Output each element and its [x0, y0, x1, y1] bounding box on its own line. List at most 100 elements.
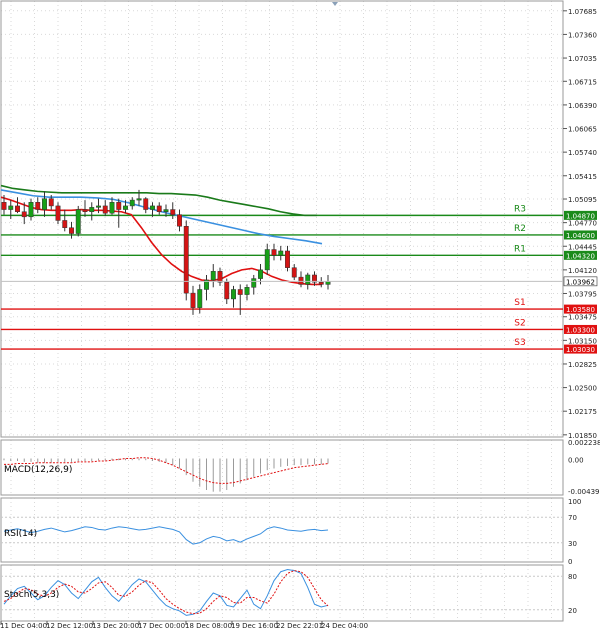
rsi-tick-1: 70 — [568, 514, 577, 522]
price-tick-label-1: 1.07360 — [568, 31, 597, 39]
candle-body-4 — [28, 202, 34, 218]
pane-frame-2 — [0, 497, 564, 563]
candle-body-40 — [271, 249, 277, 256]
level-tag-r3: 1.04870 — [566, 212, 595, 220]
candle-body-27 — [183, 226, 189, 294]
macd-label: MACD(12,26,9) — [4, 465, 72, 475]
pane-frames — [0, 0, 564, 622]
price-tick-label-0: 1.07685 — [568, 8, 597, 16]
rsi-label: RSI(14) — [4, 529, 37, 539]
candle-body-23 — [156, 205, 162, 212]
time-label-3: 17 Dec 00:00 — [138, 622, 185, 630]
candle-body-17 — [116, 202, 122, 210]
candle-body-19 — [129, 199, 135, 207]
price-tick-label-9: 1.04770 — [568, 220, 597, 228]
level-name-r1: R1 — [514, 244, 526, 254]
candle-body-34 — [231, 289, 236, 300]
price-axis: 1.07685 1.07360 1.07035 1.06715 1.06390 1.060… — [563, 8, 600, 615]
price-tick-label-8: 1.05095 — [568, 196, 597, 204]
ma-slow-line — [0, 184, 317, 217]
level-tag-s3: 1.03030 — [566, 346, 595, 354]
time-label-5: 19 Dec 16:00 — [231, 622, 278, 630]
candle-body-30 — [204, 279, 209, 290]
rsi-pane[interactable]: RSI(14) — [1, 516, 563, 545]
candle-body-12 — [82, 209, 88, 212]
candle-body-10 — [69, 227, 74, 234]
candle-body-0 — [1, 202, 7, 210]
level-name-s3: S3 — [514, 338, 525, 348]
level-tag-s2: 1.03300 — [566, 326, 595, 334]
candle-body-28 — [190, 292, 196, 308]
macd-tick-0: 0.002238 — [568, 439, 600, 447]
candle-body-37 — [251, 278, 257, 288]
candle-body-24 — [163, 209, 169, 212]
candle-body-16 — [109, 202, 115, 214]
price-tick-label-13: 1.03475 — [568, 314, 597, 322]
stoch-label: Stoch(5,3,3) — [4, 590, 59, 600]
stoch-tick-1: 20 — [568, 607, 577, 615]
rsi-line — [3, 526, 329, 545]
candle-body-5 — [35, 202, 41, 210]
grid-lines — [1, 1, 563, 621]
candle-body-32 — [217, 271, 223, 283]
price-tick-label-6: 1.05740 — [568, 149, 597, 157]
candle-body-21 — [143, 198, 149, 210]
price-pane[interactable]: R3 R2 R1 S1 S2 S3 — [0, 2, 563, 350]
candle-body-26 — [177, 214, 182, 227]
level-tag-bg-r2 — [564, 230, 597, 240]
price-tick-label-10: 1.04445 — [568, 243, 597, 251]
candle-body-3 — [21, 211, 27, 218]
time-label-1: 12 Dec 12:00 — [46, 622, 93, 630]
candle-body-33 — [224, 281, 230, 300]
price-tick-label-7: 1.05415 — [568, 173, 597, 181]
price-tick-label-17: 1.02175 — [568, 408, 597, 416]
time-label-6: 22 Dec 22:01 — [276, 622, 323, 630]
candle-body-9 — [62, 220, 68, 228]
macd-tick-2: -0.004398 — [568, 488, 600, 496]
candle-body-35 — [237, 289, 243, 295]
price-tick-label-12: 1.03795 — [568, 290, 597, 298]
candle-body-14 — [96, 205, 101, 208]
price-tick-label-3: 1.06715 — [568, 78, 597, 86]
time-label-4: 18 Dec 08:00 — [185, 622, 232, 630]
level-tag-bg-r3 — [564, 210, 597, 220]
pane-frame-3 — [0, 564, 564, 622]
time-label-0: 11 Dec 04:00 — [0, 622, 47, 630]
chart-shift-marker — [332, 2, 338, 6]
pane-frame-1 — [0, 439, 564, 496]
level-name-s1: S1 — [514, 298, 525, 308]
candle-body-11 — [75, 209, 81, 234]
candle-body-31 — [210, 271, 216, 281]
candle-body-6 — [42, 198, 47, 210]
time-label-2: 13 Dec 20:00 — [92, 622, 139, 630]
price-tick-label-5: 1.06065 — [568, 126, 597, 134]
candle-body-1 — [8, 205, 14, 210]
time-label-7: 24 Dec 04:00 — [321, 622, 368, 630]
candle-body-43 — [291, 267, 297, 278]
candle-body-20 — [136, 198, 142, 201]
stoch-pane[interactable]: Stoch(5,3,3) — [1, 568, 563, 616]
macd-signal-line — [4, 457, 329, 484]
candle-body-36 — [244, 287, 250, 295]
stoch-k-line — [3, 568, 329, 616]
level-name-r3: R3 — [514, 204, 526, 214]
price-tick-label-4: 1.06390 — [568, 102, 597, 110]
candle-body-38 — [258, 269, 263, 279]
candle-body-45 — [305, 274, 311, 285]
macd-tick-1: 0.00 — [568, 457, 584, 465]
stoch-tick-0: 80 — [568, 573, 577, 581]
macd-pane[interactable]: MACD(12,26,9) — [3, 457, 329, 492]
candle-body-25 — [170, 209, 176, 215]
candle-body-2 — [15, 205, 20, 212]
price-tick-label-11: 1.04120 — [568, 267, 597, 275]
level-tag-r2: 1.04600 — [566, 232, 595, 240]
pane-frame-0 — [0, 0, 564, 438]
price-tick-label-2: 1.07035 — [568, 55, 597, 63]
level-tag-bg-s2 — [564, 324, 597, 334]
candle-body-39 — [264, 249, 270, 271]
candle-body-46 — [312, 274, 317, 283]
price-tick-label-14: 1.03150 — [568, 337, 597, 345]
level-tag-bg-s1 — [564, 304, 597, 314]
